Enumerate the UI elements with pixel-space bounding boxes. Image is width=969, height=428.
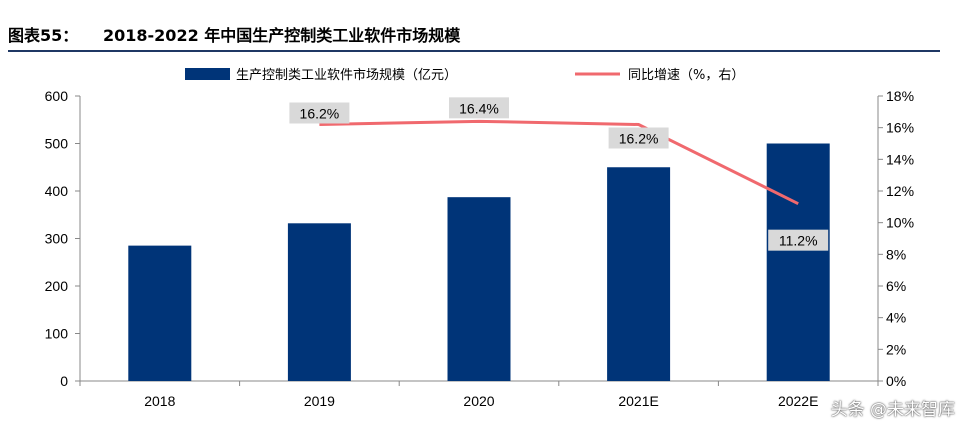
data-label-box xyxy=(608,127,669,149)
x-tick-label: 2021E xyxy=(618,393,658,409)
left-tick-label: 500 xyxy=(45,136,69,152)
left-tick-label: 0 xyxy=(60,373,68,389)
data-label-box xyxy=(289,102,350,124)
bar xyxy=(766,143,830,381)
right-tick-label: 14% xyxy=(886,151,914,167)
right-tick-label: 6% xyxy=(886,278,906,294)
data-label: 11.2% xyxy=(779,233,818,249)
right-tick-label: 2% xyxy=(886,341,906,357)
left-tick-label: 400 xyxy=(45,183,69,199)
watermark: 头条 @未来智库 xyxy=(830,400,955,420)
x-tick-label: 2020 xyxy=(463,393,494,409)
bar xyxy=(607,167,671,381)
data-label-box xyxy=(768,229,829,251)
legend-bar-label: 生产控制类工业软件市场规模（亿元） xyxy=(236,67,457,83)
right-tick-label: 18% xyxy=(886,88,914,104)
data-label: 16.2% xyxy=(300,106,340,122)
data-label: 16.2% xyxy=(619,131,659,147)
x-tick-label: 2022E xyxy=(778,393,818,409)
left-tick-label: 200 xyxy=(45,278,69,294)
figure-number: 图表55： xyxy=(8,26,79,45)
legend-line-label: 同比增速（%，右） xyxy=(628,68,744,83)
title-divider xyxy=(8,50,940,52)
figure-title-row: 图表55： 2018-2022 年中国生产控制类工业软件市场规模 xyxy=(8,22,946,46)
right-tick-label: 0% xyxy=(886,373,906,389)
bar xyxy=(447,197,511,381)
bar xyxy=(287,223,351,381)
right-tick-label: 12% xyxy=(886,183,914,199)
left-tick-label: 600 xyxy=(45,88,69,104)
data-label-box xyxy=(449,97,509,119)
legend-bar-swatch xyxy=(185,68,230,80)
figure-title: 2018-2022 年中国生产控制类工业软件市场规模 xyxy=(103,26,461,45)
right-tick-label: 8% xyxy=(886,246,906,262)
right-tick-label: 16% xyxy=(886,120,914,136)
growth-line xyxy=(319,119,799,206)
left-tick-label: 100 xyxy=(45,326,69,342)
bar xyxy=(128,245,192,381)
data-label: 16.4% xyxy=(459,100,499,116)
left-tick-label: 300 xyxy=(45,231,69,247)
right-tick-label: 4% xyxy=(886,310,906,326)
x-tick-label: 2018 xyxy=(144,393,175,409)
x-tick-label: 2019 xyxy=(304,393,335,409)
right-tick-label: 10% xyxy=(886,215,914,231)
